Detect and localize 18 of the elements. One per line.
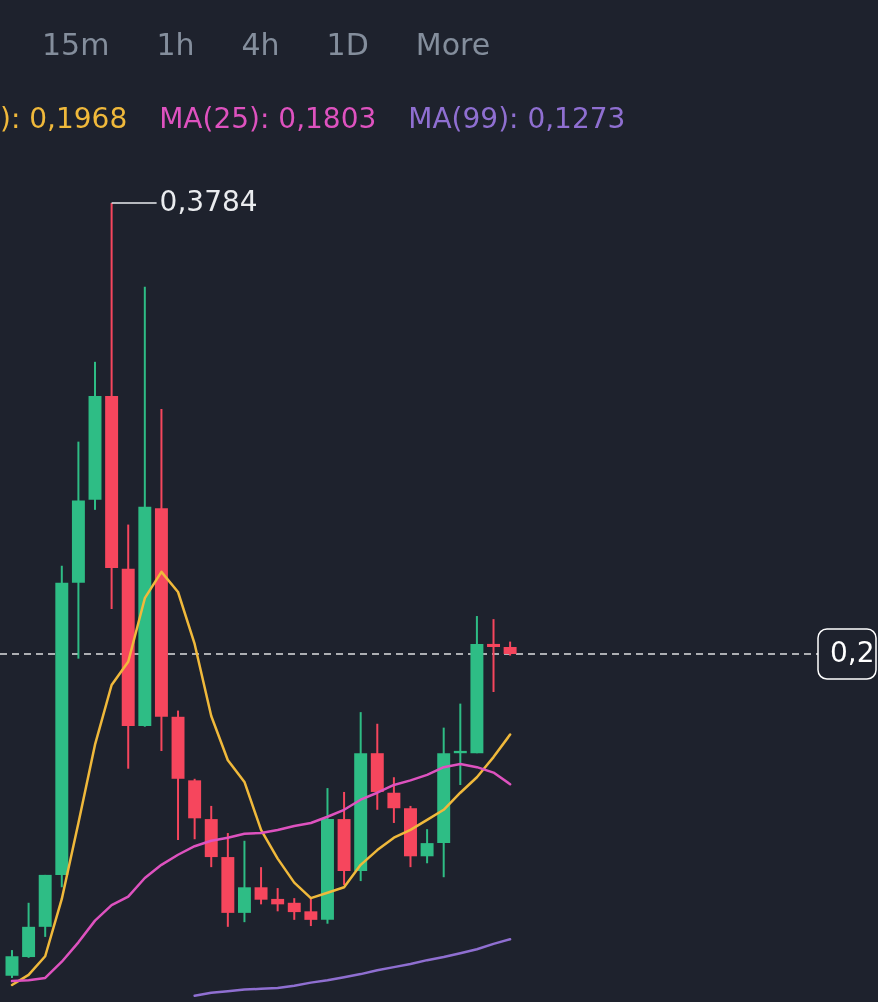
candlestick (271, 887, 285, 913)
text: MA(25): 0,1803 (159, 102, 377, 135)
candlestick (304, 897, 318, 928)
text: MA(99): 0,1273 (408, 102, 626, 135)
candlestick (287, 897, 301, 921)
annotation: 0,3784 (159, 184, 258, 218)
text: 1D (326, 27, 369, 62)
text: 4h (241, 27, 280, 62)
candlestick (420, 828, 434, 865)
candlestick (487, 618, 500, 693)
text: 0,2 (830, 636, 875, 670)
candlestick (254, 866, 268, 906)
candlestick (387, 776, 401, 824)
candlestick (5, 949, 19, 979)
text: More (415, 27, 491, 62)
text: 1h (156, 27, 195, 62)
text: 15m (42, 27, 110, 62)
text: ): 0,1968 (0, 102, 128, 135)
